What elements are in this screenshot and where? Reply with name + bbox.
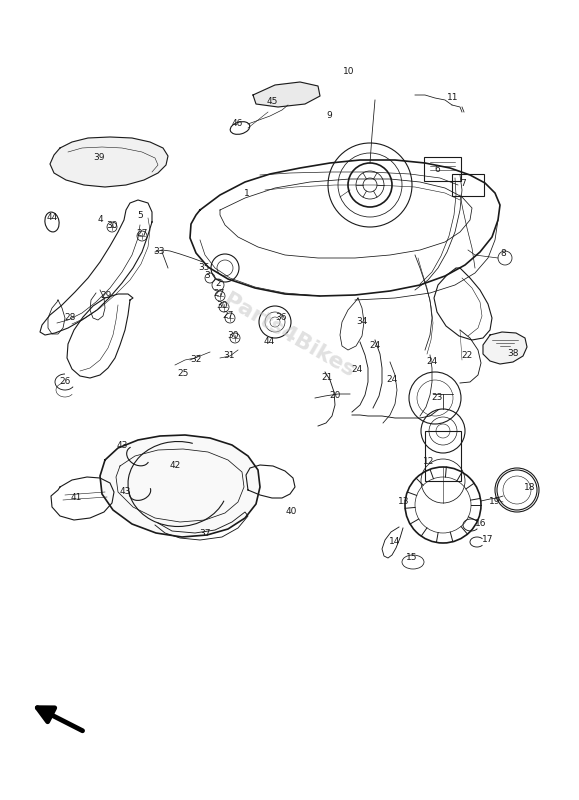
Text: 37: 37	[199, 530, 211, 538]
Text: 30: 30	[227, 331, 239, 341]
Text: 9: 9	[326, 110, 332, 119]
Text: 36: 36	[275, 314, 287, 322]
Text: 34: 34	[356, 318, 368, 326]
Polygon shape	[50, 137, 168, 187]
Text: 35: 35	[198, 263, 210, 273]
Polygon shape	[100, 435, 260, 537]
Text: 24: 24	[369, 341, 380, 350]
Text: Parts4Bikes: Parts4Bikes	[221, 290, 358, 382]
Text: 5: 5	[137, 211, 143, 221]
Text: 43: 43	[119, 487, 131, 497]
Text: 30: 30	[107, 221, 118, 230]
Text: 6: 6	[434, 165, 440, 174]
Text: 16: 16	[475, 518, 487, 527]
Text: 44: 44	[263, 338, 274, 346]
Text: 44: 44	[46, 214, 58, 222]
Text: 24: 24	[351, 366, 362, 374]
Text: 13: 13	[398, 498, 410, 506]
Text: 29: 29	[100, 290, 112, 299]
Text: 10: 10	[343, 67, 355, 77]
Text: 7: 7	[460, 178, 466, 187]
Text: 23: 23	[431, 393, 443, 402]
Text: 26: 26	[59, 377, 71, 386]
Text: 24: 24	[386, 375, 398, 385]
Text: 18: 18	[524, 483, 536, 493]
Text: 33: 33	[153, 246, 165, 255]
Text: 46: 46	[232, 119, 243, 129]
Text: 41: 41	[70, 494, 82, 502]
Polygon shape	[483, 332, 527, 364]
Text: 20: 20	[329, 391, 340, 401]
Text: 45: 45	[266, 98, 278, 106]
Text: 11: 11	[447, 93, 459, 102]
Text: 4: 4	[97, 214, 103, 223]
Text: 24: 24	[426, 358, 438, 366]
Text: 22: 22	[461, 351, 472, 361]
Text: 40: 40	[285, 507, 296, 517]
Text: 25: 25	[177, 370, 189, 378]
Text: 8: 8	[500, 250, 506, 258]
Text: 2: 2	[215, 278, 221, 287]
Text: 21: 21	[321, 374, 333, 382]
Text: 19: 19	[489, 497, 501, 506]
Text: 27: 27	[136, 230, 148, 238]
Text: 38: 38	[507, 350, 519, 358]
Text: 30: 30	[216, 301, 228, 310]
Text: 15: 15	[406, 554, 418, 562]
Text: 27: 27	[213, 290, 225, 298]
Text: 1: 1	[244, 189, 250, 198]
Text: 27: 27	[222, 311, 234, 321]
Text: 39: 39	[93, 153, 105, 162]
Text: 28: 28	[64, 314, 76, 322]
Text: 14: 14	[389, 537, 401, 546]
Text: 12: 12	[423, 457, 435, 466]
Text: 42: 42	[170, 462, 181, 470]
Text: 43: 43	[116, 441, 128, 450]
Text: 17: 17	[482, 534, 494, 543]
Text: 32: 32	[190, 355, 201, 365]
Text: 3: 3	[204, 270, 210, 279]
Text: 31: 31	[223, 350, 234, 359]
Polygon shape	[253, 82, 320, 107]
